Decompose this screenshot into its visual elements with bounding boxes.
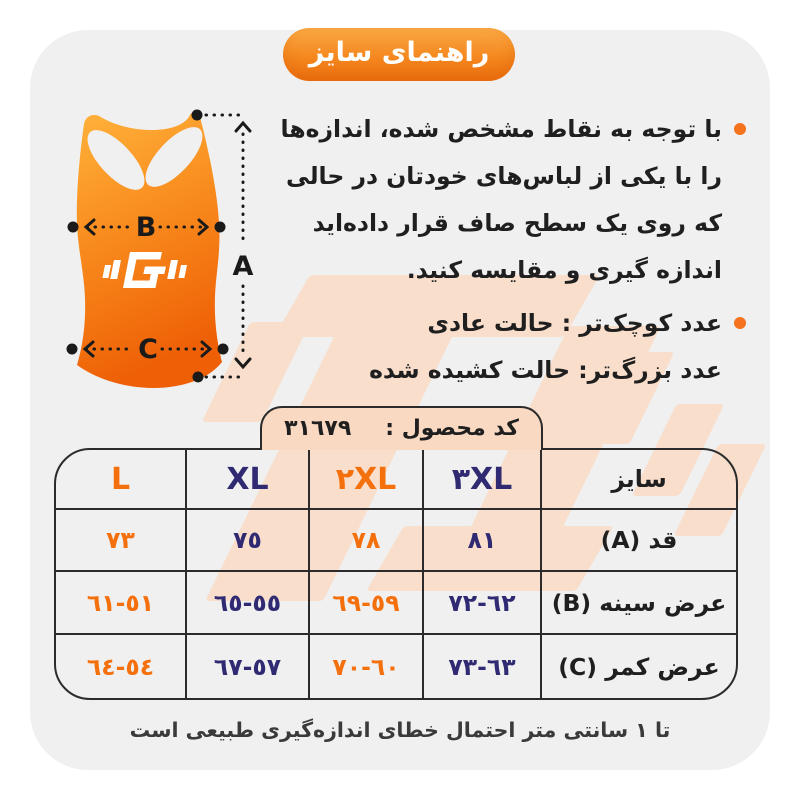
measure-line-a — [204, 113, 252, 379]
table-row-label-height: قد (A) — [542, 510, 736, 572]
table-cell: ٥٧-٦٧ — [187, 635, 310, 698]
table-col-header-xl: XL — [187, 450, 310, 510]
measure-dot — [67, 221, 79, 233]
measure-dot — [214, 221, 226, 233]
measure-label-a: A — [233, 251, 254, 282]
size-table: L XL ٢XL ٣XL سایز ٧٣ ٧٥ ٧٨ ٨١ قد (A) ٥١-… — [54, 448, 738, 700]
armhole-cutout — [87, 130, 145, 190]
table-cell: ٥٤-٦٤ — [56, 635, 187, 698]
product-code-pill: کد محصول : ٣١٦٧٩ — [260, 406, 543, 450]
instruction-text-1: با توجه به نقاط مشخص شده، اندازه‌ها را ب… — [280, 115, 723, 284]
measure-dot — [192, 371, 204, 383]
table-cell: ٥٥-٦٥ — [187, 572, 310, 635]
table-col-header-3xl: ٣XL — [424, 450, 542, 510]
table-cell: ٦٣-٧٣ — [424, 635, 542, 698]
instruction-bullet-2: عدد کوچک‌تر : حالت عادی عدد بزرگ‌تر: حال… — [276, 300, 746, 394]
table-row-label-chest: عرض سینه (B) — [542, 572, 736, 635]
table-cell: ٥٩-٦٩ — [310, 572, 424, 635]
measure-line-c — [82, 340, 213, 358]
bullet-icon — [734, 123, 746, 135]
table-cell: ٧٣ — [56, 510, 187, 572]
page-title: راهنمای سایز — [308, 37, 490, 68]
instruction-text-2: عدد کوچک‌تر : حالت عادی عدد بزرگ‌تر: حال… — [369, 309, 722, 384]
table-row-label-waist: عرض کمر (C) — [558, 652, 720, 681]
table-cell: ٨١ — [424, 510, 542, 572]
measure-label-b: B — [136, 212, 157, 243]
armhole-cutout — [145, 127, 203, 187]
product-code-value: ٣١٦٧٩ — [284, 416, 352, 441]
instruction-bullet-1: با توجه به نقاط مشخص شده، اندازه‌ها را ب… — [276, 106, 746, 294]
card: B C A — [30, 30, 770, 770]
measure-line-b — [83, 218, 210, 236]
measure-dot — [217, 343, 229, 355]
table-cell: ٥١-٦١ — [56, 572, 187, 635]
instructions: با توجه به نقاط مشخص شده، اندازه‌ها را ب… — [276, 106, 746, 394]
table-corner-size-label: سایز — [542, 450, 736, 510]
measure-dot — [66, 343, 78, 355]
table-col-header-2xl: ٢XL — [310, 450, 424, 510]
table-col-header-l: L — [56, 450, 187, 510]
bullet-icon — [734, 317, 746, 329]
header-banner: راهنمای سایز — [283, 28, 515, 81]
table-cell: ٦٠-٧٠ — [310, 635, 424, 698]
tank-top-illustration — [76, 112, 223, 388]
tank-top-diagram: B C A — [66, 109, 254, 388]
product-code-label: کد محصول : — [385, 416, 519, 441]
brand-logo-icon — [102, 252, 187, 288]
table-cell: ٧٥ — [187, 510, 310, 572]
table-cell: ٧٨ — [310, 510, 424, 572]
measure-label-c: C — [138, 334, 158, 365]
footnote: تا ١ سانتی متر احتمال خطای اندازه‌گیری ط… — [129, 718, 671, 742]
table-cell: ٦٢-٧٢ — [424, 572, 542, 635]
measure-dot — [191, 109, 203, 121]
